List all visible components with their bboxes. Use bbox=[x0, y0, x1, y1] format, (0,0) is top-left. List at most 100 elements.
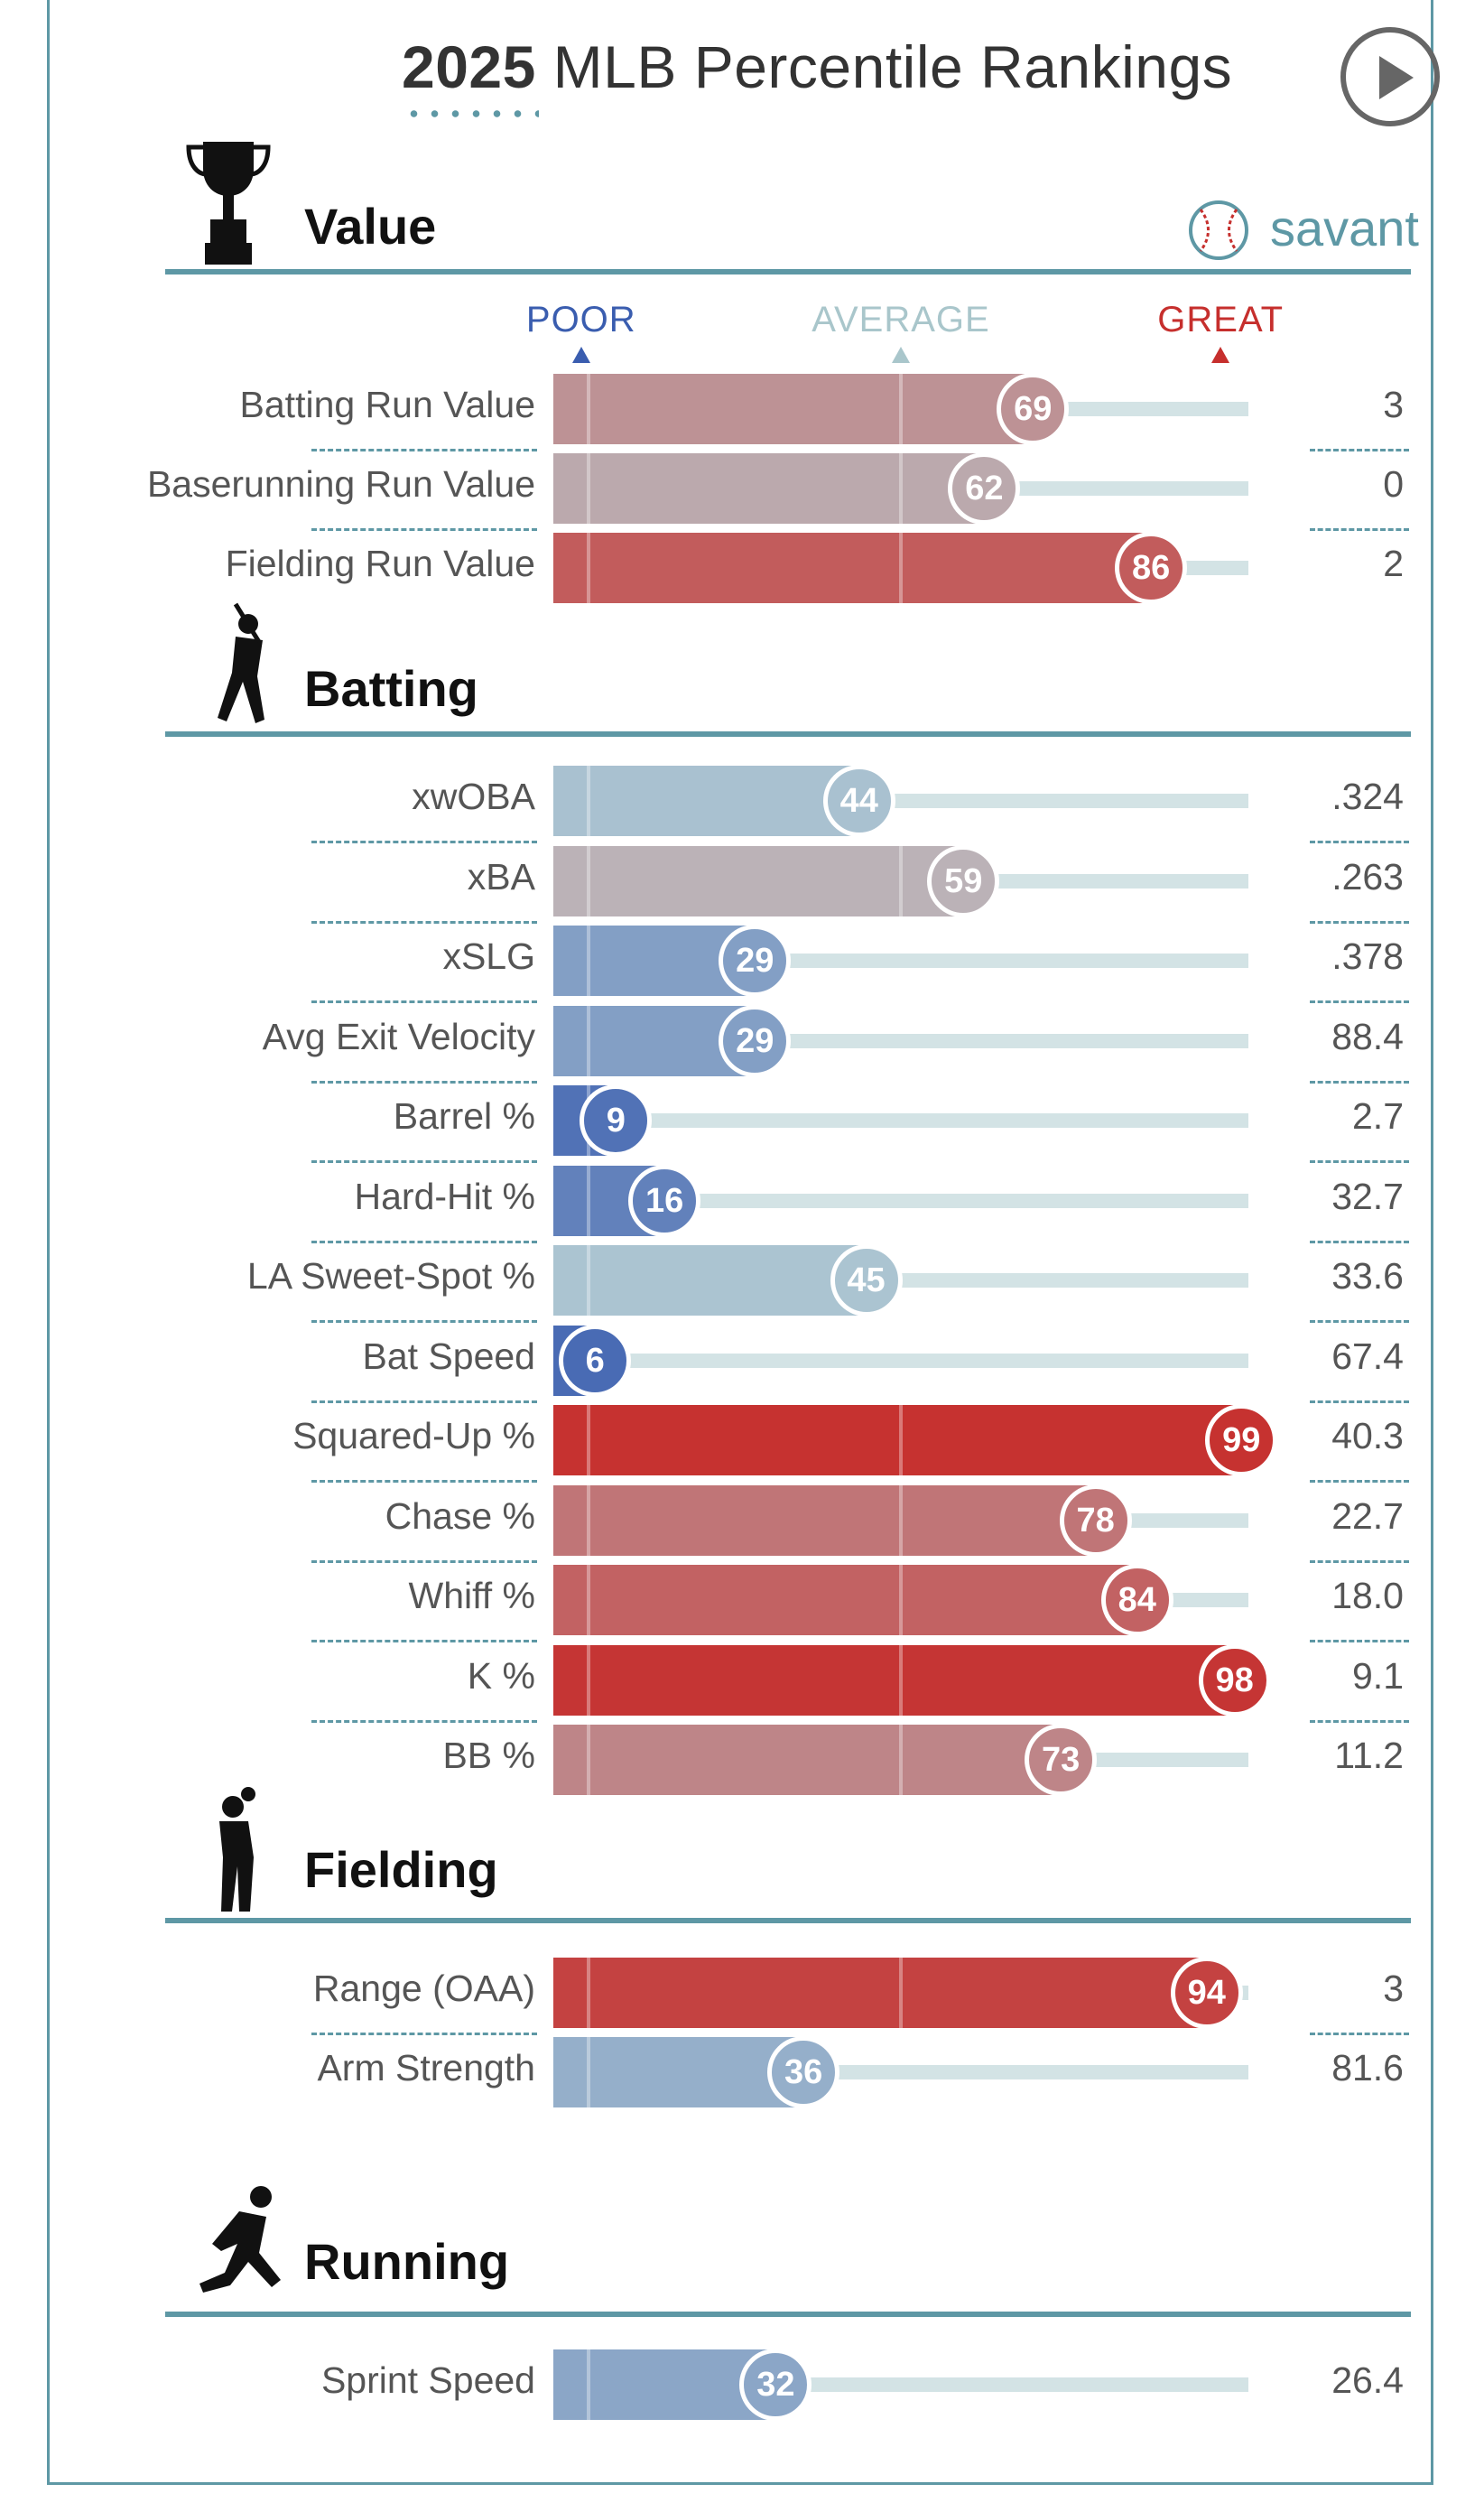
section-divider bbox=[165, 1918, 1411, 1923]
percentile-bar bbox=[553, 1565, 1137, 1635]
section-divider bbox=[165, 731, 1411, 737]
percentile-bar bbox=[553, 1484, 1096, 1556]
metric-value: 26.4 bbox=[1331, 2359, 1404, 2401]
metric-label: Whiff % bbox=[408, 1575, 536, 1616]
metric-value: 67.4 bbox=[1331, 1335, 1404, 1377]
metric-value: 40.3 bbox=[1331, 1415, 1404, 1456]
percentile-bar bbox=[553, 845, 964, 916]
bar-tick bbox=[586, 766, 590, 836]
percentile-badge[interactable]: 44 bbox=[822, 765, 895, 837]
row-divider-left bbox=[311, 1320, 537, 1324]
percentile-badge[interactable]: 98 bbox=[1198, 1643, 1271, 1717]
scale-label-poor: POOR bbox=[525, 300, 636, 340]
percentile-badge[interactable]: 29 bbox=[719, 925, 792, 997]
percentile-badge[interactable]: 84 bbox=[1100, 1564, 1173, 1636]
metric-label: Bat Speed bbox=[362, 1335, 536, 1377]
percentile-bar bbox=[553, 2349, 776, 2420]
row-divider-right bbox=[1310, 1400, 1409, 1403]
percentile-badge[interactable]: 62 bbox=[948, 452, 1021, 525]
percentile-badge[interactable]: 59 bbox=[927, 844, 1000, 917]
metric-value: 33.6 bbox=[1331, 1255, 1404, 1297]
metric-value: 22.7 bbox=[1331, 1494, 1404, 1537]
bar-tick bbox=[586, 1005, 590, 1076]
row-divider-right bbox=[1310, 1160, 1409, 1164]
metric-label: Fielding Run Value bbox=[225, 543, 535, 584]
section-divider bbox=[165, 269, 1411, 274]
percentile-track bbox=[553, 1193, 1248, 1208]
percentile-badge[interactable]: 6 bbox=[559, 1324, 632, 1397]
metric-value: 9.1 bbox=[1352, 1654, 1404, 1697]
bar-tick bbox=[899, 453, 903, 524]
row-divider-right bbox=[1310, 449, 1409, 451]
row-divider-right bbox=[1310, 1640, 1409, 1643]
metric-value: 11.2 bbox=[1334, 1735, 1404, 1776]
percentile-badge[interactable]: 29 bbox=[719, 1004, 792, 1077]
percentile-badge[interactable]: 32 bbox=[739, 2349, 812, 2421]
bar-tick bbox=[586, 374, 590, 444]
runner-icon bbox=[199, 2186, 281, 2293]
bar-tick bbox=[899, 1644, 903, 1716]
percentile-bar bbox=[553, 1245, 867, 1316]
bar-tick bbox=[586, 1958, 590, 2028]
bar-tick bbox=[586, 1484, 590, 1556]
metric-label: Chase % bbox=[385, 1494, 535, 1537]
metric-label: xwOBA bbox=[412, 776, 535, 817]
row-divider-right bbox=[1310, 1719, 1409, 1723]
bar-tick bbox=[586, 1644, 590, 1716]
percentile-badge[interactable]: 16 bbox=[628, 1164, 701, 1237]
row-divider-left bbox=[311, 1000, 537, 1004]
metric-value: .324 bbox=[1331, 776, 1404, 817]
percentile-bar bbox=[553, 1725, 1062, 1795]
page-title: 2025 MLB Percentile Rankings bbox=[402, 33, 1232, 101]
percentile-badge[interactable]: 94 bbox=[1170, 1957, 1243, 2029]
section-title-fielding: Fielding bbox=[304, 1841, 498, 1898]
section-title-value: Value bbox=[304, 198, 437, 255]
percentile-badge[interactable]: 45 bbox=[830, 1244, 903, 1316]
rankings-card: 2025 MLB Percentile Rankings savant POOR… bbox=[47, 0, 1440, 2485]
metric-value: 3 bbox=[1383, 384, 1404, 425]
bar-tick bbox=[899, 1565, 903, 1635]
row-divider-right bbox=[1310, 1480, 1409, 1484]
metric-label: Hard-Hit % bbox=[354, 1175, 535, 1217]
bar-tick bbox=[899, 1725, 903, 1795]
metric-label: LA Sweet-Spot % bbox=[246, 1255, 535, 1297]
metric-label: Barrel % bbox=[393, 1095, 535, 1137]
percentile-bar bbox=[553, 374, 1034, 444]
row-divider-left bbox=[311, 1400, 537, 1403]
batter-icon bbox=[218, 602, 264, 723]
percentile-badge[interactable]: 73 bbox=[1025, 1724, 1098, 1796]
row-divider-right bbox=[1310, 920, 1409, 924]
metric-label: Range (OAA) bbox=[312, 1968, 535, 2009]
metric-value: 2 bbox=[1383, 543, 1404, 584]
baseball-icon bbox=[1189, 200, 1248, 260]
row-divider-left bbox=[311, 920, 537, 924]
percentile-badge[interactable]: 36 bbox=[767, 2036, 840, 2108]
scale-arrow-average bbox=[892, 347, 910, 363]
fielder-icon bbox=[219, 1787, 255, 1912]
percentile-bar bbox=[553, 766, 859, 836]
row-divider-right bbox=[1310, 1080, 1409, 1084]
play-button[interactable] bbox=[1340, 27, 1440, 126]
title-text: MLB Percentile Rankings bbox=[535, 33, 1233, 100]
bar-tick bbox=[586, 2037, 590, 2107]
metric-label: Sprint Speed bbox=[320, 2359, 535, 2401]
percentile-bar bbox=[553, 1644, 1235, 1716]
scale-label-average: AVERAGE bbox=[812, 300, 990, 340]
percentile-bar bbox=[553, 1405, 1242, 1475]
percentile-badge[interactable]: 86 bbox=[1115, 532, 1188, 604]
bar-tick bbox=[586, 1565, 590, 1635]
scale-label-great: GREAT bbox=[1157, 300, 1285, 340]
percentile-badge[interactable]: 69 bbox=[997, 373, 1070, 445]
row-divider-left bbox=[311, 449, 537, 451]
percentile-badge[interactable]: 78 bbox=[1059, 1484, 1132, 1557]
percentile-bar bbox=[553, 2037, 804, 2107]
metric-label: Arm Strength bbox=[317, 2047, 535, 2089]
row-divider-right bbox=[1310, 1559, 1409, 1563]
percentile-badge[interactable]: 99 bbox=[1205, 1404, 1278, 1476]
trophy-icon bbox=[186, 142, 271, 265]
percentile-bar bbox=[553, 533, 1152, 603]
percentile-badge[interactable]: 9 bbox=[580, 1084, 653, 1157]
metric-value: 0 bbox=[1383, 463, 1404, 505]
metric-label: Avg Exit Velocity bbox=[262, 1015, 535, 1057]
title-dots bbox=[403, 110, 539, 117]
